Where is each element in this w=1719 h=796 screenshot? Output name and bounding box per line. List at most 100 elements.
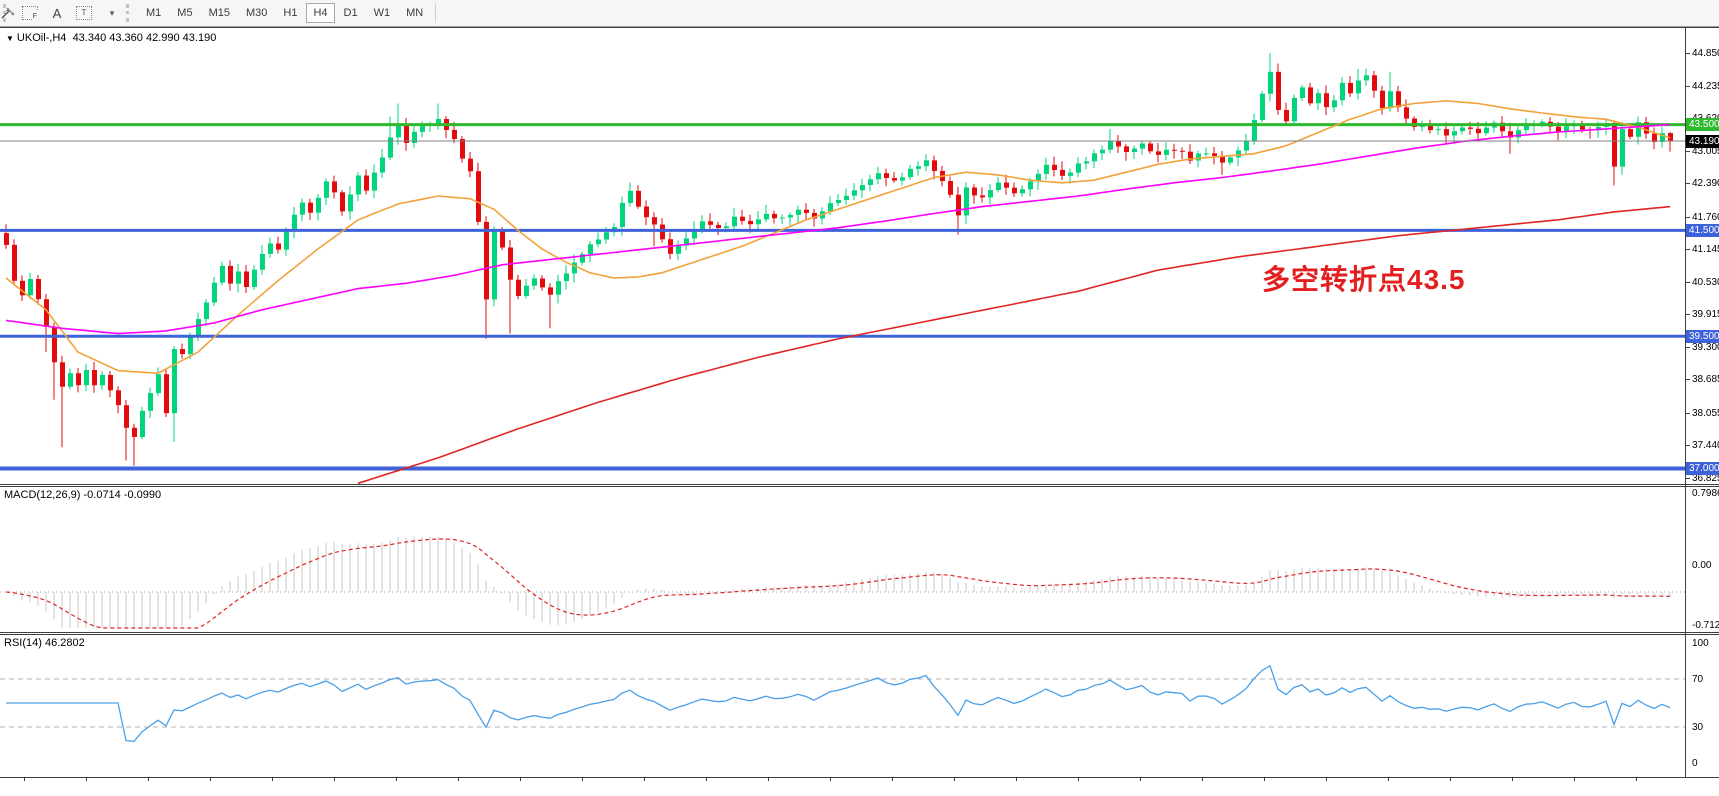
chevron-down-icon: ▾ — [109, 7, 115, 18]
time-tick — [1388, 778, 1389, 781]
price-chart[interactable] — [0, 28, 1686, 485]
time-tick — [768, 778, 769, 781]
price-tick — [1686, 445, 1690, 446]
price-axis-border — [1685, 27, 1686, 778]
rsi-label: RSI(14) 46.2802 — [4, 637, 85, 649]
price-tick-label: 38.055 — [1692, 408, 1719, 419]
price-tick-label: 39.300 — [1692, 342, 1719, 353]
price-tick-label: 36.825 — [1692, 473, 1719, 484]
timeframe-button-MN[interactable]: MN — [399, 3, 430, 23]
chart-properties-button[interactable]: F — [15, 2, 45, 24]
toolbar: F A T ▾ M1 M5 M15 M30 H1 H4 D1 W1 MN — [0, 0, 1719, 27]
price-tick-label: 38.685 — [1692, 374, 1719, 385]
toolbar-grip[interactable] — [126, 4, 133, 22]
time-tick — [644, 778, 645, 781]
macd-signal-line — [5, 538, 1671, 629]
price-tick-label: 39.915 — [1692, 309, 1719, 320]
arrows-tool-button[interactable]: ▾ — [1, 2, 123, 24]
price-badge-37.000: 37.000 — [1686, 462, 1719, 475]
chart-annotation-text[interactable]: 多空转折点43.5 — [1262, 264, 1466, 295]
timeframe-button-W1[interactable]: W1 — [367, 3, 398, 23]
time-tick — [1202, 778, 1203, 781]
rsi-panel[interactable] — [0, 635, 1686, 777]
timeframe-button-H1[interactable]: H1 — [276, 3, 304, 23]
price-tick-label: 37.440 — [1692, 440, 1719, 451]
price-badge-39.500: 39.500 — [1686, 330, 1719, 343]
price-tick-label: 43.005 — [1692, 146, 1719, 157]
price-tick — [1686, 478, 1690, 479]
time-tick — [1264, 778, 1265, 781]
time-tick — [1574, 778, 1575, 781]
macd-scale-label: 0.7986 — [1692, 488, 1719, 499]
toolbar-separator — [435, 3, 437, 23]
macd-panel[interactable] — [0, 487, 1686, 632]
time-tick — [1078, 778, 1079, 781]
moving-average — [5, 123, 1671, 335]
text-label-icon: A — [52, 5, 62, 21]
time-tick — [458, 778, 459, 781]
timeframe-button-D1[interactable]: D1 — [337, 3, 365, 23]
toolbar-grip[interactable] — [3, 4, 10, 22]
price-tick — [1686, 282, 1690, 283]
time-tick — [1140, 778, 1141, 781]
chart-grid-icon: F — [22, 6, 38, 22]
time-tick — [1636, 778, 1637, 781]
panel-border — [0, 486, 1719, 487]
price-tick-label: 42.390 — [1692, 178, 1719, 189]
price-tick — [1686, 86, 1690, 87]
time-tick — [892, 778, 893, 781]
price-badge-43.500: 43.500 — [1686, 118, 1719, 131]
arrows-icon — [1, 7, 15, 19]
time-tick — [24, 778, 25, 781]
price-tick-label: 41.145 — [1692, 244, 1719, 255]
timeframe-toolbar: M1 M5 M15 M30 H1 H4 D1 W1 MN — [138, 0, 431, 26]
time-tick — [830, 778, 831, 781]
panel-border — [0, 634, 1719, 635]
panel-border — [0, 484, 1719, 485]
price-tick — [1686, 151, 1690, 152]
price-tick — [1686, 183, 1690, 184]
time-tick — [1512, 778, 1513, 781]
text-box-button[interactable]: T — [69, 2, 99, 24]
macd-scale-label: 0.00 — [1692, 560, 1712, 571]
price-tick — [1686, 379, 1690, 380]
ohlc-values: 43.340 43.360 42.990 43.190 — [72, 32, 217, 44]
macd-label: MACD(12,26,9) -0.0714 -0.0990 — [4, 489, 162, 501]
price-tick-label: 44.235 — [1692, 81, 1719, 92]
chart-window: ▼ UKOil-,H4 43.340 43.360 42.990 43.190 M… — [0, 27, 1719, 796]
chart-ohlc-header: ▼ UKOil-,H4 43.340 43.360 42.990 43.190 — [6, 32, 216, 44]
symbol-dropdown-icon[interactable]: ▼ — [6, 34, 14, 43]
timeframe-button-M30[interactable]: M30 — [239, 3, 274, 23]
timeframe-button-M1[interactable]: M1 — [139, 3, 168, 23]
panel-border — [0, 777, 1719, 778]
price-tick — [1686, 314, 1690, 315]
candlestick-series — [4, 53, 1673, 466]
price-tick-label: 40.530 — [1692, 277, 1719, 288]
price-tick-label: 41.760 — [1692, 212, 1719, 223]
rsi-line — [6, 664, 1671, 742]
moving-average — [5, 99, 1671, 375]
time-tick — [582, 778, 583, 781]
time-tick — [210, 778, 211, 781]
time-tick — [334, 778, 335, 781]
price-badge-43.190: 43.190 — [1686, 135, 1719, 148]
timeframe-button-M5[interactable]: M5 — [170, 3, 199, 23]
time-tick — [396, 778, 397, 781]
price-tick — [1686, 347, 1690, 348]
text-label-button[interactable]: A — [45, 2, 69, 24]
panel-border — [0, 632, 1719, 633]
time-tick — [1016, 778, 1017, 781]
time-tick — [148, 778, 149, 781]
price-tick — [1686, 53, 1690, 54]
price-tick — [1686, 249, 1690, 250]
rsi-scale-label: 100 — [1692, 638, 1709, 649]
timeframe-button-H4[interactable]: H4 — [306, 3, 335, 23]
time-tick — [1326, 778, 1327, 781]
price-tick-label: 44.850 — [1692, 48, 1719, 59]
time-tick — [86, 778, 87, 781]
moving-average — [357, 205, 1671, 485]
timeframe-button-M15[interactable]: M15 — [202, 3, 237, 23]
price-tick — [1686, 413, 1690, 414]
text-box-icon: T — [76, 6, 92, 20]
